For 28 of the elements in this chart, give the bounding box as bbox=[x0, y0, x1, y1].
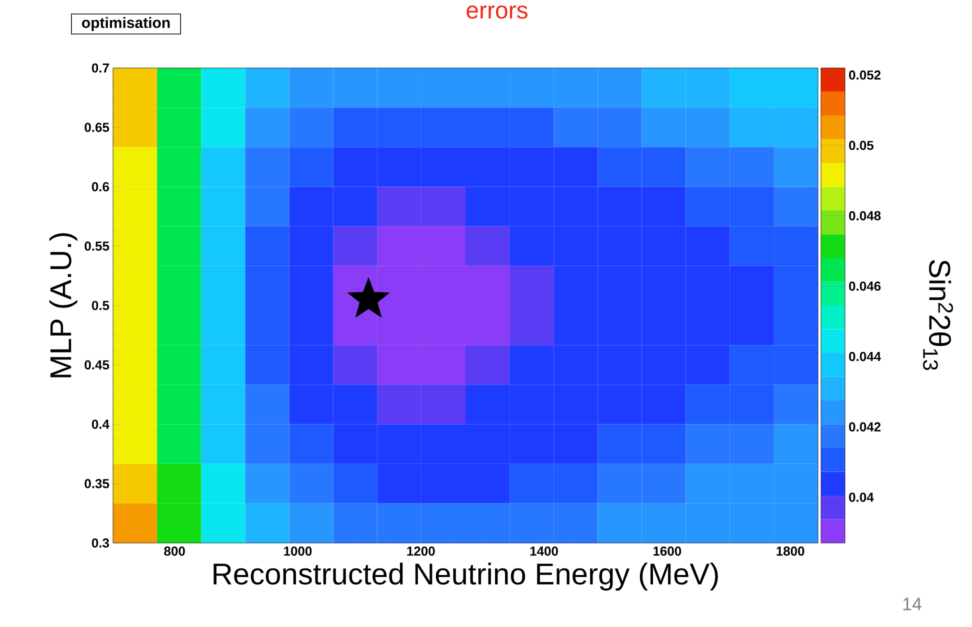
color-bar-label: 0.052 bbox=[849, 70, 881, 80]
y-axis-title: MLP (A.U.) bbox=[49, 233, 78, 378]
y-tick-label: 0.3 bbox=[92, 538, 109, 548]
color-bar-label: 0.046 bbox=[849, 282, 881, 291]
color-bar-label: 0.048 bbox=[849, 211, 881, 220]
color-bar-label: 0.042 bbox=[849, 422, 881, 432]
color-bar-label: 0.05 bbox=[849, 140, 874, 150]
color-bar-title: Sin$^{2}$2θ$_{13}$ bbox=[923, 260, 954, 370]
color-bar-label: 0.04 bbox=[849, 492, 874, 502]
x-tick-label: 1000 bbox=[284, 546, 312, 556]
x-tick-label: 800 bbox=[164, 546, 185, 556]
y-tick-label: 0.55 bbox=[84, 242, 110, 251]
y-tick-label: 0.35 bbox=[84, 479, 110, 488]
y-tick-label: 0.45 bbox=[84, 360, 110, 370]
y-tick-label: 0.7 bbox=[92, 63, 109, 73]
x-axis-title: Reconstructed Neutrino Energy (MeV) bbox=[214, 562, 718, 591]
y-tick-label: 0.4 bbox=[92, 420, 110, 429]
color-bar-label: 0.044 bbox=[849, 352, 882, 362]
text: optimisation bbox=[82, 17, 170, 31]
y-tick-label: 0.65 bbox=[84, 122, 110, 132]
y-tick-label: 0.6 bbox=[92, 182, 109, 192]
x-tick-label: 1200 bbox=[407, 546, 435, 556]
text: 14 bbox=[903, 598, 922, 610]
x-tick-label: 1400 bbox=[530, 546, 558, 556]
y-tick-label: 0.5 bbox=[92, 300, 110, 310]
x-tick-label: 1600 bbox=[654, 546, 682, 556]
x-tick-label: 1800 bbox=[776, 546, 804, 556]
chart-title: errors bbox=[466, 6, 528, 19]
